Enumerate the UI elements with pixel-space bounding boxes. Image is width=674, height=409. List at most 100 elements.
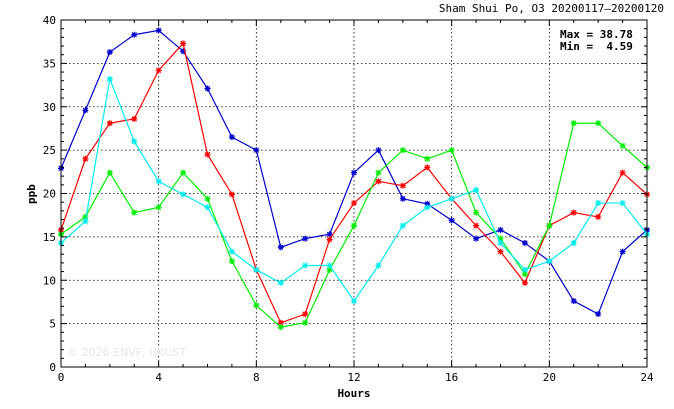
data-point-marker xyxy=(546,222,553,229)
data-point-marker xyxy=(131,115,138,122)
data-point-marker xyxy=(204,195,211,202)
data-point-marker xyxy=(155,204,162,211)
data-point-marker xyxy=(570,209,577,216)
data-point-marker xyxy=(521,266,528,273)
min-label: Min = 4.59 xyxy=(560,40,633,53)
data-point-marker xyxy=(448,147,455,154)
x-tick-label: 8 xyxy=(253,371,260,384)
data-point-marker xyxy=(302,319,309,326)
x-tick-label: 16 xyxy=(445,371,458,384)
series-4 xyxy=(58,75,650,305)
data-point-marker xyxy=(399,195,406,202)
data-point-marker xyxy=(204,85,211,92)
data-point-marker xyxy=(473,187,480,194)
data-point-marker xyxy=(497,235,504,242)
x-tick-label: 20 xyxy=(543,371,556,384)
data-point-marker xyxy=(375,262,382,269)
data-point-marker xyxy=(399,222,406,229)
data-point-marker xyxy=(424,204,431,211)
data-point-marker xyxy=(326,236,333,243)
data-point-marker xyxy=(497,239,504,246)
y-tick-label: 5 xyxy=(49,318,56,331)
data-point-marker xyxy=(424,155,431,162)
data-point-marker xyxy=(302,235,309,242)
data-point-marker xyxy=(155,27,162,34)
data-point-marker xyxy=(375,178,382,185)
data-point-marker xyxy=(155,67,162,74)
data-point-marker xyxy=(521,271,528,278)
data-point-marker xyxy=(351,222,357,229)
data-point-marker xyxy=(619,248,626,255)
data-point-marker xyxy=(302,262,309,269)
x-tick-label: 12 xyxy=(347,371,360,384)
data-point-marker xyxy=(106,75,113,82)
grid-lines xyxy=(61,20,647,367)
y-tick-label: 40 xyxy=(43,14,56,27)
data-point-marker xyxy=(473,235,480,242)
data-point-marker xyxy=(82,218,89,225)
data-point-marker xyxy=(351,200,357,207)
data-point-marker xyxy=(155,178,162,185)
data-point-marker xyxy=(497,248,504,255)
data-point-marker xyxy=(570,298,577,305)
data-point-marker xyxy=(326,262,333,269)
data-point-marker xyxy=(228,248,235,255)
data-point-marker xyxy=(619,169,626,176)
data-point-marker xyxy=(131,31,138,38)
data-point-marker xyxy=(106,169,113,176)
data-point-marker xyxy=(326,231,333,238)
data-point-marker xyxy=(375,147,382,154)
data-point-marker xyxy=(375,169,382,176)
data-point-marker xyxy=(277,244,284,251)
data-point-marker xyxy=(619,142,626,149)
data-point-marker xyxy=(277,324,284,331)
data-point-marker xyxy=(277,279,284,286)
data-point-marker xyxy=(570,120,577,127)
series-group xyxy=(58,27,650,331)
data-point-marker xyxy=(595,213,602,220)
data-point-marker xyxy=(326,266,333,273)
data-point-marker xyxy=(399,147,406,154)
data-point-marker xyxy=(253,266,260,273)
y-tick-labels: 0 5 10 15 20 25 30 35 40 xyxy=(43,14,56,374)
data-point-marker xyxy=(228,258,235,265)
data-point-marker xyxy=(595,200,602,207)
data-point-marker xyxy=(399,182,406,189)
data-point-marker xyxy=(277,319,284,326)
data-point-marker xyxy=(180,169,187,176)
data-point-marker xyxy=(228,191,235,198)
chart-title: Sham Shui Po, O3 20200117–20200120 xyxy=(439,2,664,15)
x-tick-label: 4 xyxy=(155,371,162,384)
y-tick-label: 30 xyxy=(43,101,56,114)
data-point-marker xyxy=(180,48,187,55)
data-point-marker xyxy=(448,195,455,202)
data-point-marker xyxy=(180,40,187,47)
series-3 xyxy=(58,120,650,331)
data-point-marker xyxy=(595,311,602,318)
data-point-marker xyxy=(570,239,577,246)
y-tick-label: 35 xyxy=(43,57,56,70)
data-point-marker xyxy=(131,138,138,145)
data-point-marker xyxy=(204,151,211,158)
x-tick-labels: 0 4 8 12 16 20 24 xyxy=(58,371,654,384)
series-2 xyxy=(58,40,650,326)
data-point-marker xyxy=(619,200,626,207)
data-point-marker xyxy=(302,311,309,318)
data-point-marker xyxy=(546,258,553,265)
x-axis-title: Hours xyxy=(337,387,370,400)
data-point-marker xyxy=(253,302,260,309)
data-point-marker xyxy=(82,213,89,220)
watermark: © 2026 ENVF, HKUST xyxy=(67,346,186,359)
y-tick-label: 20 xyxy=(43,188,56,201)
y-axis-title: ppb xyxy=(25,184,38,204)
data-point-marker xyxy=(351,169,357,176)
data-point-marker xyxy=(82,107,89,114)
data-point-marker xyxy=(351,298,357,305)
y-tick-label: 25 xyxy=(43,144,56,157)
data-point-marker xyxy=(424,200,431,207)
tick-marks xyxy=(60,19,648,368)
data-point-marker xyxy=(228,134,235,141)
data-point-marker xyxy=(82,155,89,162)
data-point-marker xyxy=(595,120,602,127)
